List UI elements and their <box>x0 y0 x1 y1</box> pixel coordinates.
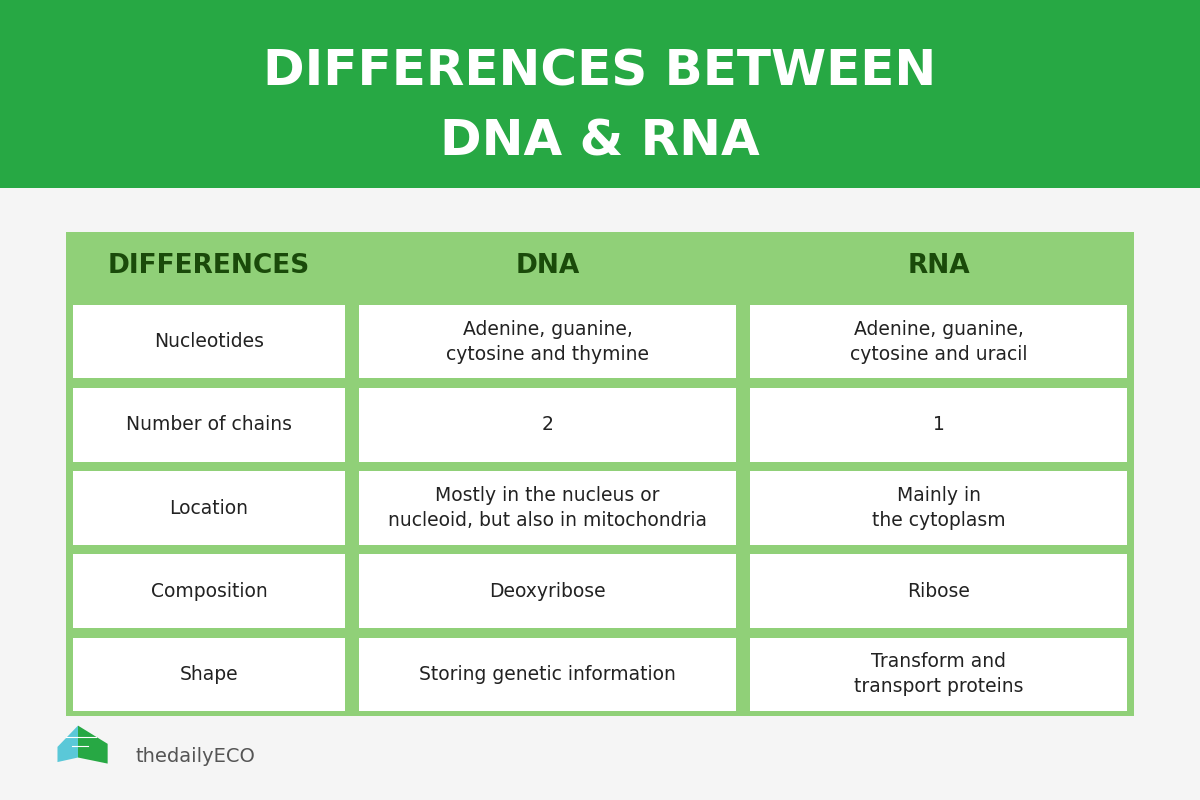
Text: RNA: RNA <box>907 253 970 279</box>
Text: Shape: Shape <box>180 665 239 684</box>
Text: Deoxyribose: Deoxyribose <box>490 582 606 601</box>
Text: DNA: DNA <box>516 253 580 279</box>
Bar <box>750 232 1127 295</box>
Bar <box>750 554 1127 628</box>
Text: Ribose: Ribose <box>907 582 970 601</box>
Text: DIFFERENCES: DIFFERENCES <box>108 253 311 279</box>
Bar <box>66 232 1134 716</box>
Text: Nucleotides: Nucleotides <box>154 332 264 351</box>
Polygon shape <box>78 726 108 763</box>
Text: DIFFERENCES BETWEEN: DIFFERENCES BETWEEN <box>263 47 937 95</box>
Bar <box>750 305 1127 378</box>
Bar <box>0 0 1200 188</box>
Text: Mostly in the nucleus or
nucleoid, but also in mitochondria: Mostly in the nucleus or nucleoid, but a… <box>388 486 707 530</box>
Bar <box>360 388 736 462</box>
Bar <box>73 554 346 628</box>
Text: Location: Location <box>169 498 248 518</box>
Bar <box>73 305 346 378</box>
Text: 1: 1 <box>932 415 944 434</box>
Text: DNA & RNA: DNA & RNA <box>440 117 760 165</box>
Text: Adenine, guanine,
cytosine and uracil: Adenine, guanine, cytosine and uracil <box>850 319 1027 363</box>
Bar <box>750 388 1127 462</box>
Text: 2: 2 <box>541 415 553 434</box>
Text: Storing genetic information: Storing genetic information <box>419 665 676 684</box>
Text: Mainly in
the cytoplasm: Mainly in the cytoplasm <box>871 486 1006 530</box>
Bar <box>73 471 346 545</box>
Text: Adenine, guanine,
cytosine and thymine: Adenine, guanine, cytosine and thymine <box>446 319 649 363</box>
Text: Composition: Composition <box>151 582 268 601</box>
Bar <box>750 471 1127 545</box>
Bar <box>73 638 346 711</box>
Bar <box>73 232 346 295</box>
Bar <box>360 471 736 545</box>
Bar <box>360 554 736 628</box>
Bar <box>360 232 736 295</box>
Bar <box>750 638 1127 711</box>
Text: Number of chains: Number of chains <box>126 415 292 434</box>
Text: thedailyECO: thedailyECO <box>136 746 256 766</box>
Bar <box>360 305 736 378</box>
Bar <box>360 638 736 711</box>
Text: Transform and
transport proteins: Transform and transport proteins <box>854 653 1024 696</box>
Polygon shape <box>58 726 78 762</box>
Bar <box>73 388 346 462</box>
